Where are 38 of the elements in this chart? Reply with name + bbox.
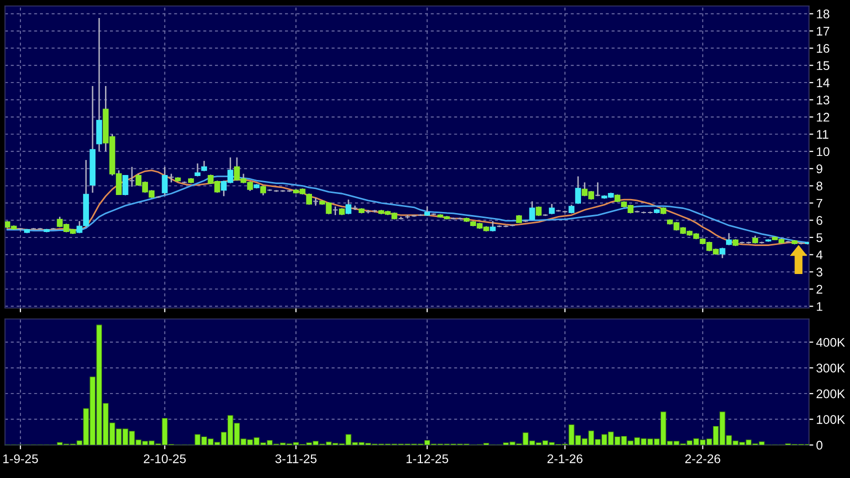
candlestick xyxy=(96,17,102,152)
y-tick-label: 1 xyxy=(816,302,822,311)
y-tick-label: 300K xyxy=(816,364,845,373)
candlestick xyxy=(575,176,581,205)
candlestick xyxy=(129,166,135,188)
y-tick-label: 0 xyxy=(816,440,822,450)
x-tick-label: 2-2-26 xyxy=(685,454,720,464)
y-tick-label: 17 xyxy=(816,26,830,36)
y-tick-label: 13 xyxy=(816,96,830,104)
x-tick-label: 3-11-25 xyxy=(275,454,317,464)
y-tick-label: 16 xyxy=(816,44,830,53)
y-tick-label: 12 xyxy=(816,112,830,122)
x-tick-label: 1-9-25 xyxy=(3,454,38,464)
y-tick-label: 400K xyxy=(816,338,845,347)
y-tick-label: 4 xyxy=(816,250,823,260)
y-tick-label: 14 xyxy=(816,78,830,88)
y-tick-label: 6 xyxy=(816,216,822,225)
y-tick-label: 18 xyxy=(816,10,830,18)
y-tick-label: 11 xyxy=(816,130,828,139)
y-tick-label: 9 xyxy=(816,164,822,174)
x-tick-label: 1-12-25 xyxy=(406,454,448,464)
y-tick-label: 5 xyxy=(816,233,822,242)
candlestick xyxy=(529,200,536,221)
y-tick-label: 10 xyxy=(816,147,830,156)
candlestick xyxy=(332,206,338,216)
y-tick-label: 200K xyxy=(816,389,845,398)
candlestick xyxy=(194,162,200,178)
y-tick-label: 100K xyxy=(816,415,845,424)
y-tick-label: 7 xyxy=(816,198,822,208)
y-tick-label: 15 xyxy=(816,61,830,70)
candlestick xyxy=(726,232,732,246)
y-tick-label: 3 xyxy=(816,268,822,277)
candlestick xyxy=(594,182,601,197)
x-tick-label: 2-1-26 xyxy=(548,454,582,464)
y-tick-label: 8 xyxy=(816,182,822,190)
y-tick-label: 2 xyxy=(816,284,822,294)
candlestick xyxy=(312,197,319,206)
x-tick-label: 2-10-25 xyxy=(144,454,186,464)
